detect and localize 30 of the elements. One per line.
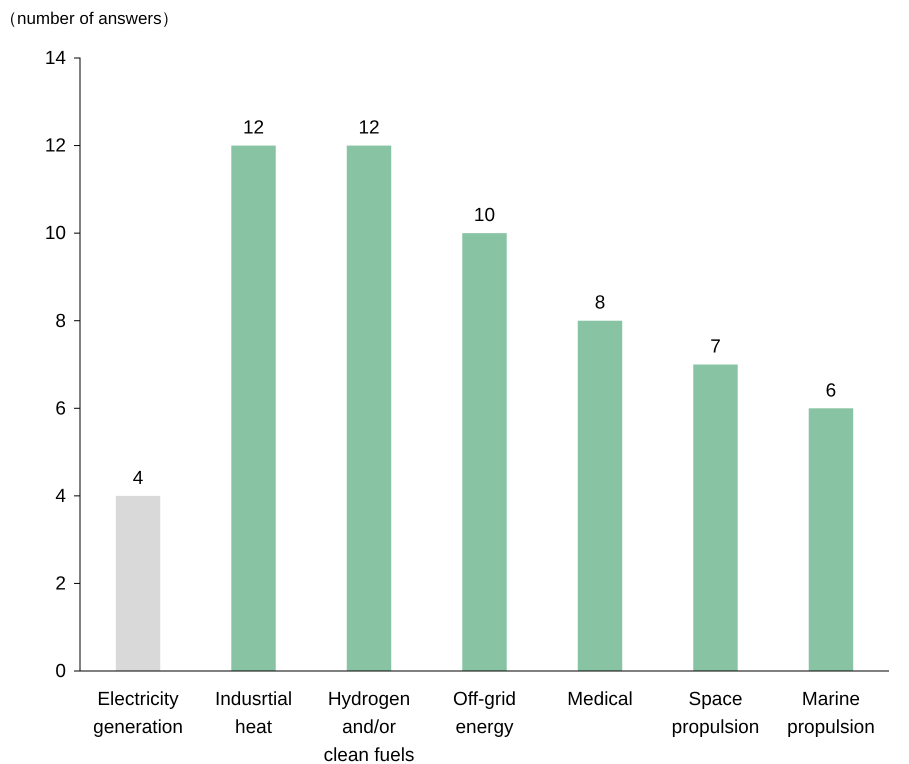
x-tick-label: Medical	[567, 689, 633, 710]
y-tick-label: 14	[44, 48, 66, 70]
x-tick-label: Off-grid energy	[452, 689, 516, 738]
data-label: 7	[710, 336, 721, 358]
data-label: 12	[242, 118, 264, 139]
data-label: 8	[594, 292, 606, 314]
data-label: 12	[358, 118, 380, 139]
bar	[693, 364, 738, 671]
data-label: 4	[132, 468, 144, 489]
y-tick-label: 10	[44, 223, 66, 244]
x-tick-label: Marine propulsion	[787, 689, 875, 738]
bar	[116, 496, 160, 671]
x-tick-label: Hydrogen and/or clean fuels	[324, 689, 414, 764]
y-tick-label: 0	[55, 661, 66, 682]
data-label: 6	[826, 380, 836, 402]
x-tick-label: Indusrtial heat	[214, 689, 292, 738]
y-tick-label: 4	[55, 486, 66, 507]
bar	[231, 146, 276, 671]
bar	[808, 408, 854, 671]
y-tick-label: 2	[55, 574, 66, 595]
y-tick-label: 12	[44, 136, 66, 157]
y-tick-label: 8	[55, 310, 66, 332]
y-axis-title: （number of answers）	[0, 9, 179, 28]
x-tick-label: Electricity generation	[93, 689, 183, 738]
y-tick-label: 6	[55, 398, 66, 420]
bar	[346, 146, 392, 671]
bar	[462, 233, 507, 671]
bar	[578, 320, 622, 671]
x-tick-label: Space propulsion	[672, 689, 760, 738]
data-label: 10	[474, 205, 496, 226]
